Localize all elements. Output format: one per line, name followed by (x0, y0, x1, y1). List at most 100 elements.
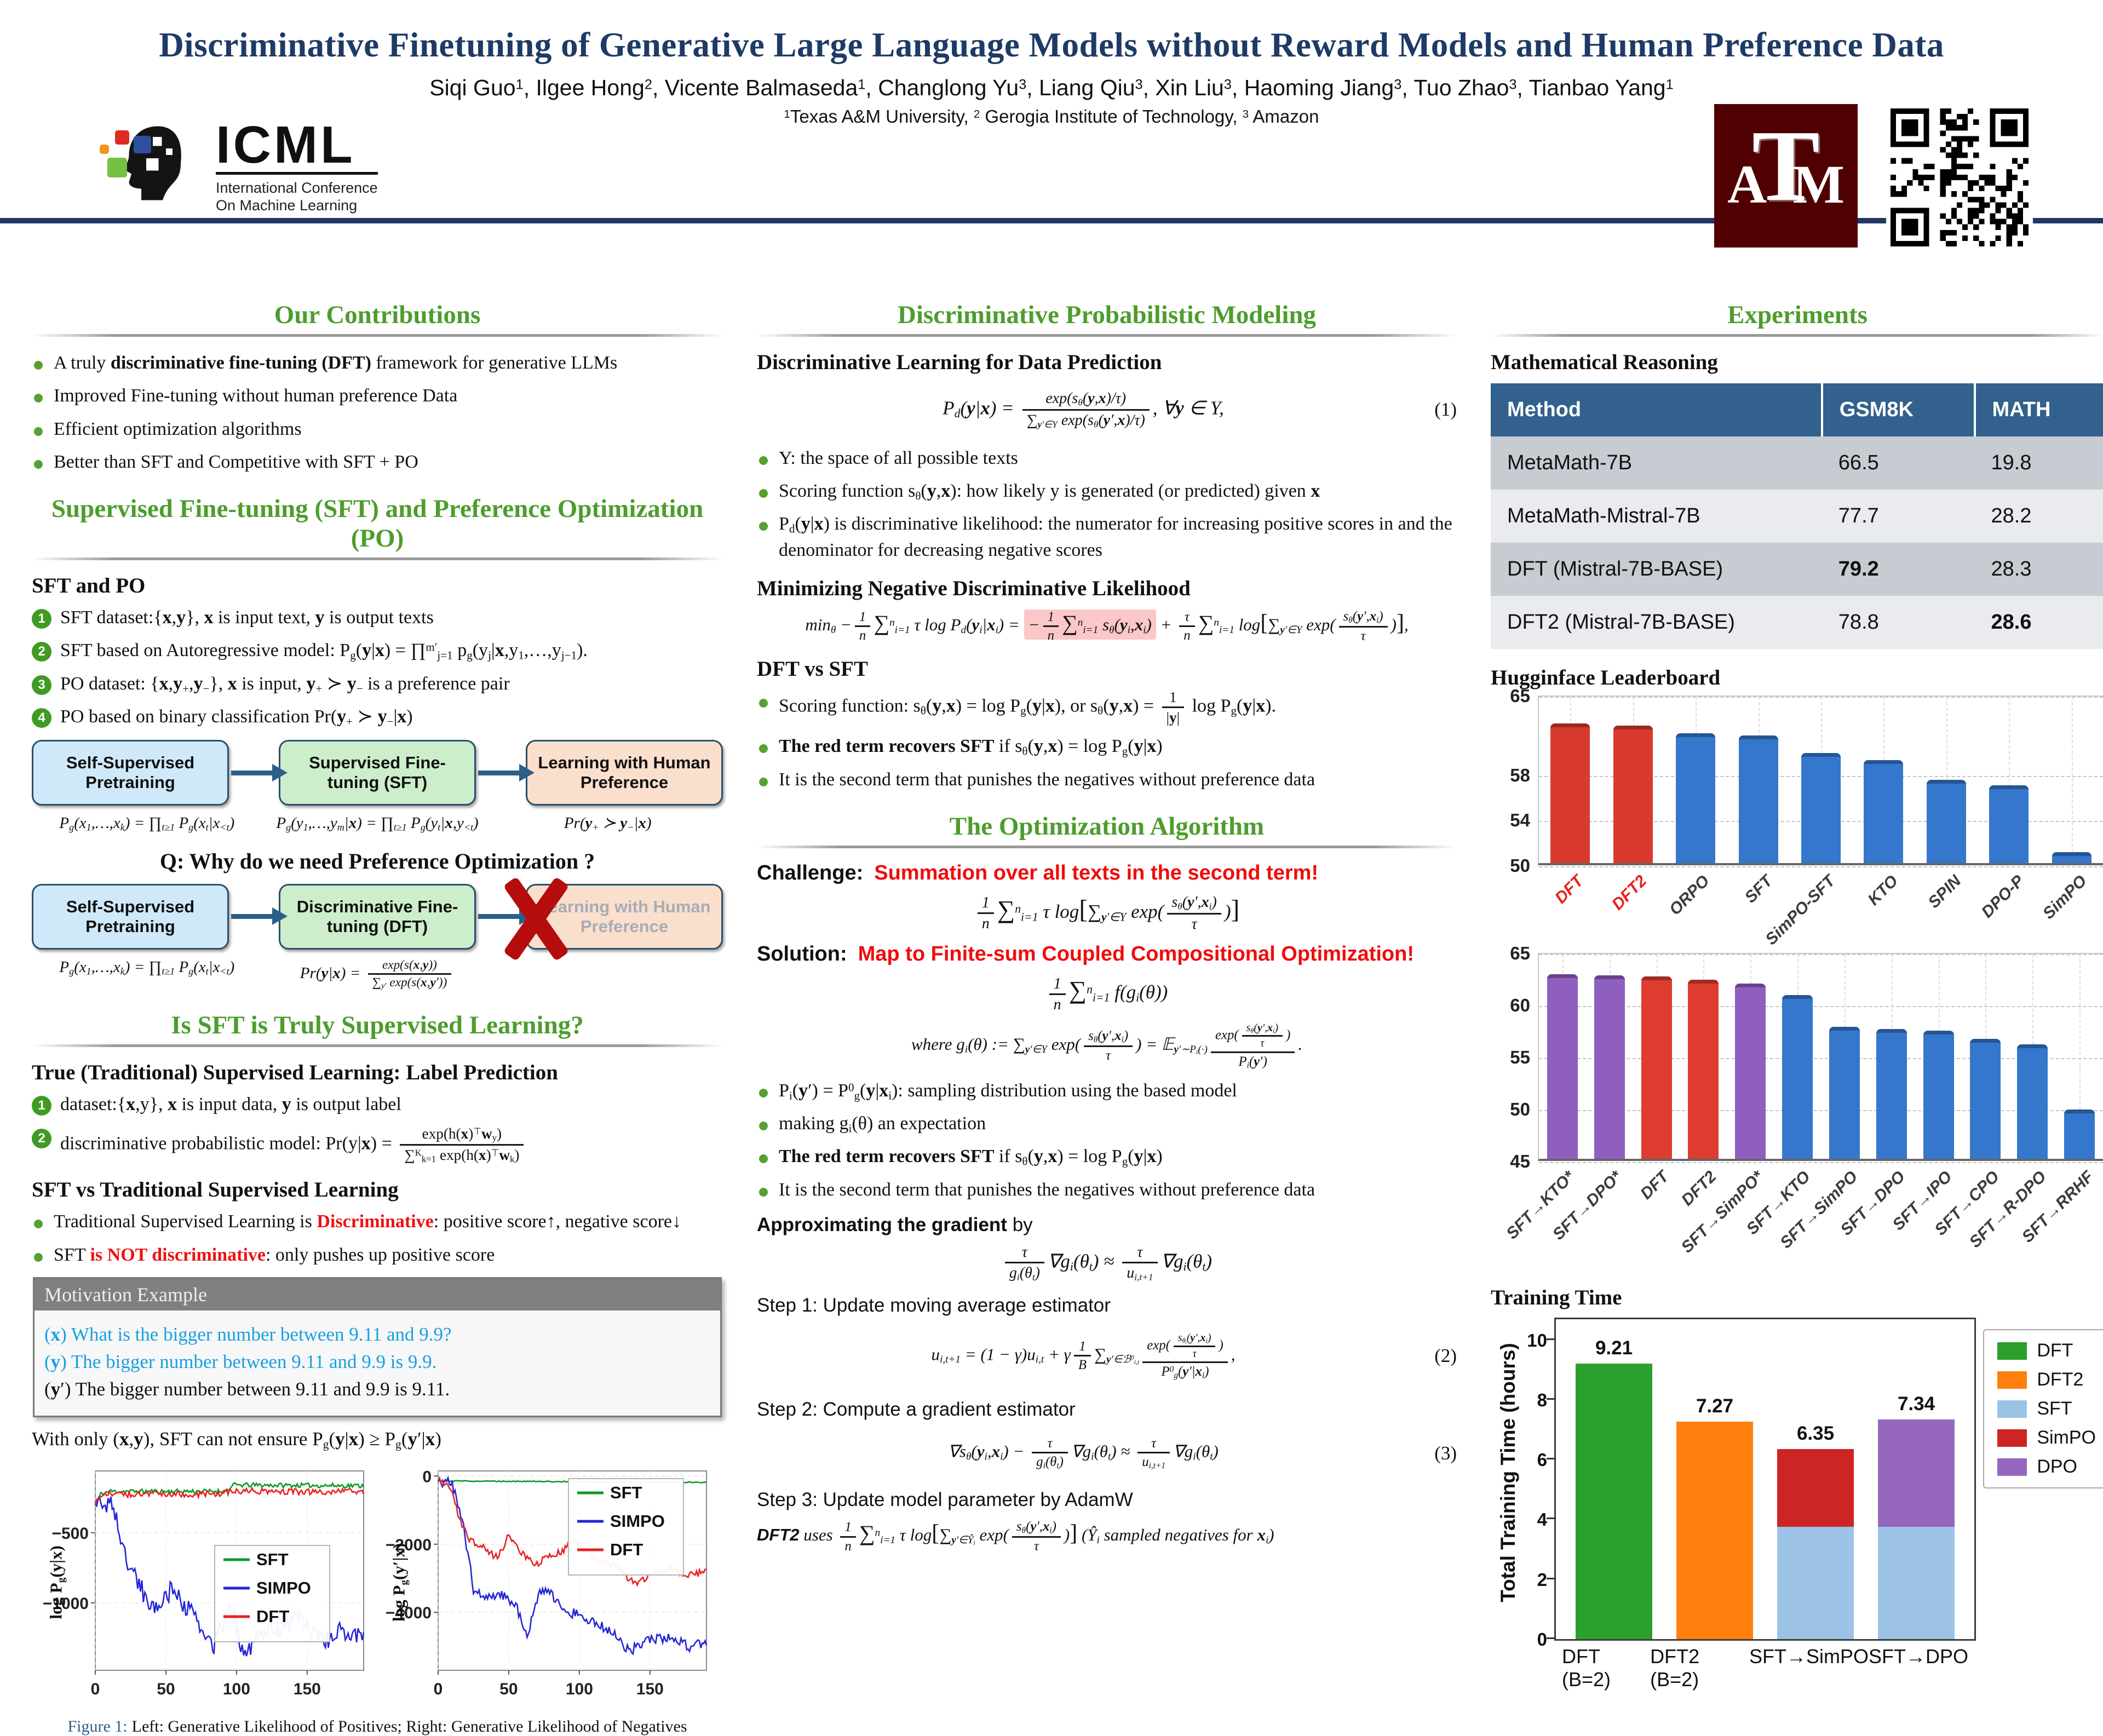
x-axis-label: DFT (B=2) (1562, 1645, 1611, 1691)
equation-3: ∇sθ(yi,xi) − τ gi(θt) ∇gi(θt) ≈ τ ui,t+1 ∇gi… (757, 1435, 1410, 1471)
motivation-header: Motivation Example (35, 1278, 720, 1310)
chart-ylabel: log Pg(y|x) (46, 1545, 67, 1619)
svg-text:SFT: SFT (256, 1550, 289, 1569)
bullet-dot-icon (759, 1187, 768, 1197)
qr-code (1886, 104, 2033, 251)
solution-text: Map to Finite-sum Coupled Compositional … (858, 942, 1415, 966)
sft-po-list-item: 1 SFT dataset:{x,y}, x is input text, y i… (32, 605, 723, 631)
legend-swatch-SFT (1997, 1400, 2027, 1418)
divider (32, 334, 723, 337)
training-chart-ylabel: Total Training Time (hours) (1497, 1343, 1519, 1602)
sft-po-list-item: 4 PO based on binary classification Pr(y+… (32, 704, 723, 730)
bar-SFT→DPO (1876, 1028, 1907, 1159)
motivation-line-y: (y) The bigger number between 9.11 and 9… (44, 1350, 437, 1372)
bullet-dot-icon (34, 459, 43, 469)
svg-text:0: 0 (422, 1468, 432, 1486)
icml-subtitle: International Conference On Machine Lear… (216, 179, 378, 214)
flow-eq-pretraining: Pg(x1,…,xk) = ∏t≥1 Pg(xt|x<t) (59, 958, 235, 977)
table-row: MetaMath-7B 66.5 19.8 (1491, 436, 2103, 490)
dft-vs-sft-list-item: It is the second term that punishes the … (757, 767, 1457, 793)
bar-label: SimPO (2039, 872, 2091, 923)
flow-eq-dft: Pr(y|x) = exp(s(x,y)) ∑y′ exp(s(x,y′)) (262, 957, 493, 992)
pipeline-diagram-sft: Self-Supervised Pretraining Supervised F… (32, 740, 723, 806)
sft-po-list: 1 SFT dataset:{x,y}, x is input text, y i… (32, 605, 723, 730)
qr-code-icon (1891, 108, 2029, 246)
bullet-dot-icon (34, 394, 43, 403)
equation-2: ui,t+1 = (1 − γ)ui,t + γ 1 B ∑y′∈ℬ0i,t exp(s… (757, 1331, 1410, 1381)
svg-text:150: 150 (636, 1680, 664, 1698)
bar-SFT→KTO (1782, 995, 1813, 1159)
numbered-bullet-icon: 2 (32, 642, 51, 662)
dft-vs-sft-list: Scoring function: sθ(y,x) = log Pg(y|x),… (757, 688, 1457, 793)
bar-label: DFT2 (1677, 1168, 1720, 1210)
optimization-notes-list-item: It is the second term that punishes the … (757, 1177, 1457, 1203)
bar-ORPO (1676, 733, 1716, 863)
column-middle: Discriminative Probabilistic Modeling Di… (757, 298, 1457, 1562)
bar-KTO (1864, 760, 1904, 863)
bar-SFT→KTO* (1547, 974, 1578, 1159)
bar-value-label: 6.35 (1796, 1423, 1835, 1445)
table-cell: 28.6 (1991, 611, 2032, 634)
challenge-equation: 1 n ∑ni=1 τ log[∑y′∈Y exp(sθ(y′,xi) τ)] (757, 892, 1457, 934)
bullet-dot-icon (34, 427, 43, 436)
traditional-list-item: 2 discriminative probabilistic model: Pr(… (32, 1124, 723, 1165)
bar-SFT (1738, 735, 1778, 863)
svg-text:50: 50 (499, 1680, 518, 1698)
sft-vs-list: Traditional Supervised Learning is Discr… (32, 1209, 723, 1268)
legend-swatch-DFT (1997, 1342, 2027, 1360)
bar-label: DFT (1637, 1168, 1673, 1203)
icml-wordmark: ICML (216, 118, 378, 175)
x-axis-label: DFT2 (B=2) (1650, 1645, 1700, 1691)
bar-value-label: 7.27 (1696, 1395, 1734, 1417)
bar-label: DFT2 (1608, 872, 1650, 914)
tamu-logo: A T M (1714, 104, 1858, 248)
table-cell: DFT (Mistral-7B-BASE) (1507, 557, 1723, 580)
chart-ylabel: log Pg(y′|x) (389, 1543, 410, 1622)
divider (1491, 334, 2103, 337)
equation-1-number: (1) (1434, 399, 1457, 421)
bullet-dot-icon (759, 1088, 768, 1097)
with-only-note: With only (x,y), SFT can not ensure Pg(y… (32, 1428, 441, 1451)
stack-segment-DPO (1878, 1419, 1955, 1527)
eq1-notes-list-item: Scoring function sθ(y,x): how likely y i… (757, 478, 1457, 504)
step-1-label: Step 1: Update moving average estimator (757, 1294, 1111, 1316)
logo-square-green (107, 158, 127, 177)
bar-SFT→CPO (1970, 1039, 2001, 1159)
table-column-header: MATH (1973, 383, 2103, 436)
flow-arrow-icon (231, 763, 288, 781)
column-left: Our Contributions A truly discriminative… (32, 298, 723, 1736)
bar-SFT→R-DPO (2017, 1044, 2048, 1159)
question-line: Q: Why do we need Preference Optimizatio… (159, 848, 595, 873)
section-optimization-algorithm: The Optimization Algorithm (949, 812, 1265, 841)
tamu-letter-t: T (1751, 110, 1820, 222)
approximating-gradient-label: Approximating the gradient by (757, 1214, 1033, 1235)
bar-DPO-P (1989, 785, 2029, 863)
subhead-traditional: True (Traditional) Supervised Learning: … (32, 1060, 558, 1084)
column-right: Experiments Mathematical Reasoning Metho… (1491, 298, 2103, 1691)
section-discriminative-modeling: Discriminative Probabilistic Modeling (897, 301, 1317, 329)
tamu-letter-m: M (1792, 154, 1845, 215)
bar-SimPO (2052, 852, 2091, 863)
contributions-list-item: Better than SFT and Competitive with SFT… (32, 449, 723, 475)
bar-SFT→IPO (1923, 1031, 1954, 1159)
svg-text:DFT: DFT (256, 1607, 289, 1626)
figure-1-caption: Figure 1: Left: Generative Likelihood of … (67, 1717, 687, 1736)
subhead-discriminative-learning: Discriminative Learning for Data Predict… (757, 350, 1162, 374)
subhead-minimizing-ndl: Minimizing Negative Discriminative Likel… (757, 576, 1191, 600)
bullet-dot-icon (34, 1252, 43, 1262)
table-row: DFT2 (Mistral-7B-BASE) 78.8 28.6 (1491, 596, 2103, 649)
table-cell: 78.8 (1838, 611, 1879, 634)
bullet-dot-icon (759, 1122, 768, 1130)
flow-box-dft: Discriminative Fine-tuning (DFT) (279, 883, 476, 950)
bar-value-label: 7.34 (1897, 1393, 1935, 1415)
bar-SFT→SimPO (1829, 1026, 1860, 1159)
bar-value-label: 9.21 (1595, 1337, 1633, 1359)
optimization-notes-list-item: The red term recovers SFT if sθ(y,x) = l… (757, 1143, 1457, 1170)
optimization-notes-list-item: making gi(θ) an expectation (757, 1111, 1457, 1137)
divider (757, 845, 1457, 848)
eq1-notes-list: Y: the space of all possible texts Scorin… (757, 445, 1457, 564)
dft-vs-sft-list-item: The red term recovers SFT if sθ(y,x) = l… (757, 733, 1457, 760)
equation-1: Pd(y|x) = exp(sθ(y,x)/τ) ∑y′∈Y exp(sθ(y′,… (757, 389, 1410, 431)
